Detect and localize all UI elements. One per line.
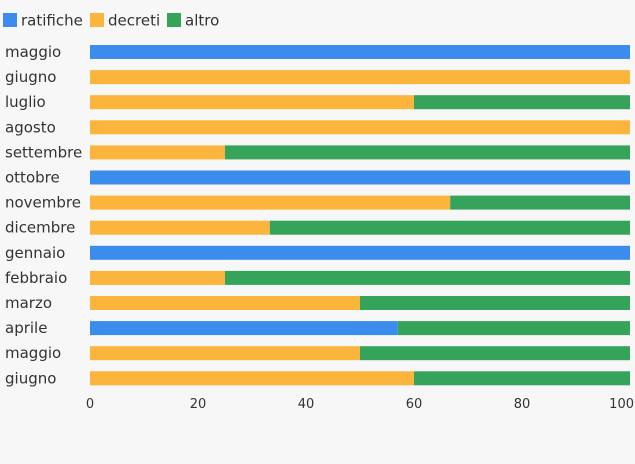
x-tick-label: 20 <box>190 397 207 412</box>
bars <box>90 45 630 386</box>
category-label: novembre <box>5 194 81 212</box>
category-label: febbraio <box>5 269 67 287</box>
x-tick-label: 40 <box>298 397 315 412</box>
legend-swatch-altro <box>167 13 181 27</box>
bar-altro <box>225 270 630 285</box>
bar-altro <box>269 220 630 235</box>
x-tick-label: 60 <box>406 397 423 412</box>
bar-ratifiche <box>90 245 630 260</box>
bar-altro <box>360 296 630 310</box>
category-label: dicembre <box>5 219 75 237</box>
bar-altro <box>360 346 630 361</box>
bar-ratifiche <box>90 45 630 59</box>
bar-decreti <box>90 270 225 285</box>
x-tick-label: 0 <box>86 397 94 412</box>
x-axis: 0 20 40 60 80 100 <box>86 397 634 412</box>
bar-decreti <box>90 371 414 386</box>
bar-altro <box>414 371 630 386</box>
bar-altro <box>225 145 630 160</box>
x-tick-label: 100 <box>609 397 634 412</box>
category-label: settembre <box>5 143 82 161</box>
bar-altro <box>414 95 630 110</box>
category-label: gennaio <box>5 244 65 262</box>
bar-decreti <box>90 220 270 235</box>
legend-label-ratifiche: ratifiche <box>21 12 83 30</box>
bar-altro <box>397 321 630 336</box>
bar-decreti <box>90 346 360 361</box>
bar-decreti <box>90 145 225 160</box>
category-label: agosto <box>5 118 56 136</box>
bar-decreti <box>90 70 630 85</box>
legend-swatch-ratifiche <box>3 13 17 27</box>
category-label: aprile <box>5 319 47 337</box>
category-label: maggio <box>5 43 61 61</box>
category-label: ottobre <box>5 169 60 187</box>
bar-ratifiche <box>90 170 630 185</box>
category-label: luglio <box>5 93 46 111</box>
category-label: marzo <box>5 294 52 312</box>
category-labels: maggio giugno luglio agosto settembre ottobre… <box>5 43 82 387</box>
x-tick-label: 80 <box>514 397 531 412</box>
category-label: giugno <box>5 68 56 86</box>
category-label: giugno <box>5 369 56 387</box>
category-label: maggio <box>5 344 61 362</box>
legend-swatch-decreti <box>90 13 104 27</box>
bar-decreti <box>90 195 451 210</box>
bar-decreti <box>90 296 360 310</box>
bar-decreti <box>90 95 414 110</box>
bar-ratifiche <box>90 321 398 336</box>
legend-label-decreti: decreti <box>108 12 160 30</box>
legend-label-altro: altro <box>185 12 219 30</box>
bar-decreti <box>90 120 630 135</box>
bar-altro <box>450 195 630 210</box>
legend: ratifiche decreti altro <box>3 12 219 30</box>
